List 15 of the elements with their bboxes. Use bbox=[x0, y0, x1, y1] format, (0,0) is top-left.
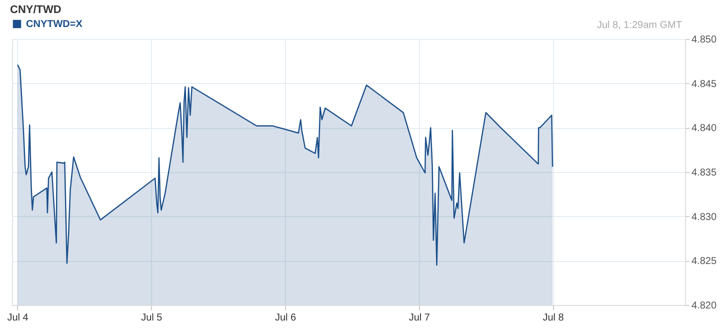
legend-label: CNYTWD=X bbox=[26, 19, 83, 30]
x-tick-label: Jul 6 bbox=[274, 312, 297, 324]
y-tick-label: 4.820 bbox=[692, 300, 717, 312]
y-tick-label: 4.835 bbox=[692, 168, 717, 178]
chart-subtitle: Jul 8, 1:29am GMT bbox=[596, 20, 682, 31]
y-tick-label: 4.830 bbox=[692, 212, 717, 223]
y-tick-label: 4.825 bbox=[692, 256, 717, 268]
x-tick-label: Jul 4 bbox=[7, 312, 29, 324]
x-tick-label: Jul 5 bbox=[141, 312, 163, 324]
y-tick-label: 4.845 bbox=[692, 78, 717, 90]
x-tick-label: Jul 7 bbox=[408, 312, 430, 324]
x-tick-label: Jul 8 bbox=[542, 312, 564, 324]
y-tick-label: 4.840 bbox=[692, 123, 717, 134]
chart-title: CNY/TWD bbox=[10, 4, 62, 16]
y-tick-label: 4.850 bbox=[692, 34, 717, 46]
